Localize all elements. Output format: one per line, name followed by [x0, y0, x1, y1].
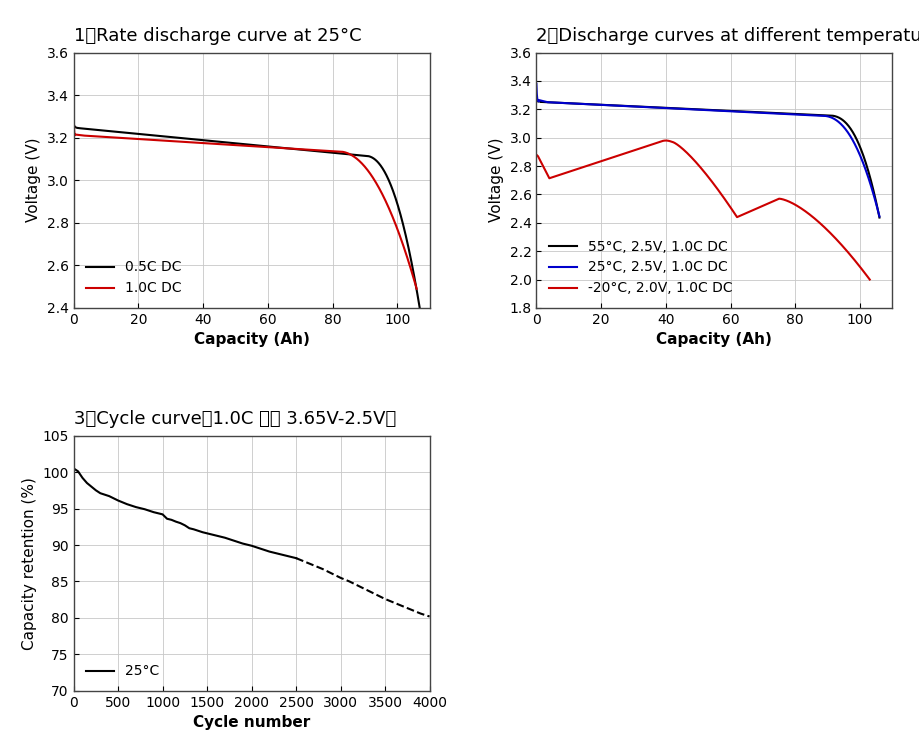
-20°C, 2.0V, 1.0C DC: [723, 201, 734, 210]
0.5C DC: [68, 119, 79, 128]
1.0C DC: [411, 285, 422, 294]
Legend: 55°C, 2.5V, 1.0C DC, 25°C, 2.5V, 1.0C DC, -20°C, 2.0V, 1.0C DC: 55°C, 2.5V, 1.0C DC, 25°C, 2.5V, 1.0C DC…: [543, 234, 737, 301]
55°C, 2.5V, 1.0C DC: [530, 96, 541, 105]
55°C, 2.5V, 1.0C DC: [873, 213, 884, 222]
25°C, 2.5V, 1.0C DC: [873, 212, 884, 221]
1.0C DC: [137, 134, 148, 143]
25°C, 2.5V, 1.0C DC: [554, 98, 565, 107]
1.0C DC: [74, 131, 85, 140]
Legend: 25°C: 25°C: [81, 659, 165, 684]
55°C, 2.5V, 1.0C DC: [815, 110, 826, 119]
1.0C DC: [68, 89, 79, 98]
0.5C DC: [335, 149, 346, 158]
55°C, 2.5V, 1.0C DC: [534, 97, 545, 106]
X-axis label: Capacity (Ah): Capacity (Ah): [656, 333, 771, 347]
1.0C DC: [234, 141, 245, 150]
-20°C, 2.0V, 1.0C DC: [863, 275, 874, 284]
Line: 0.5C DC: 0.5C DC: [74, 124, 419, 309]
1.0C DC: [324, 146, 335, 155]
Legend: 0.5C DC, 1.0C DC: 0.5C DC, 1.0C DC: [81, 255, 187, 301]
Line: -20°C, 2.0V, 1.0C DC: -20°C, 2.0V, 1.0C DC: [536, 140, 868, 279]
25°C, 2.5V, 1.0C DC: [777, 110, 789, 119]
Line: 1.0C DC: 1.0C DC: [74, 93, 416, 289]
25°C, 2.5V, 1.0C DC: [530, 80, 541, 89]
Line: 55°C, 2.5V, 1.0C DC: 55°C, 2.5V, 1.0C DC: [536, 101, 879, 218]
Line: 25°C, 2.5V, 1.0C DC: 25°C, 2.5V, 1.0C DC: [536, 84, 879, 216]
1.0C DC: [330, 146, 341, 155]
0.5C DC: [268, 143, 279, 152]
55°C, 2.5V, 1.0C DC: [847, 129, 858, 138]
Text: 2、Discharge curves at different temperature: 2、Discharge curves at different temperat…: [536, 27, 919, 45]
55°C, 2.5V, 1.0C DC: [853, 140, 864, 149]
25°C, 2.5V, 1.0C DC: [815, 111, 826, 120]
-20°C, 2.0V, 1.0C DC: [703, 173, 714, 182]
-20°C, 2.0V, 1.0C DC: [576, 163, 587, 172]
25°C, 2.5V, 1.0C DC: [679, 104, 690, 113]
Text: 3、Cycle curve（1.0C 充放 3.65V-2.5V）: 3、Cycle curve（1.0C 充放 3.65V-2.5V）: [74, 410, 395, 428]
0.5C DC: [161, 132, 172, 141]
0.5C DC: [375, 161, 386, 170]
-20°C, 2.0V, 1.0C DC: [810, 215, 821, 224]
Text: 1、Rate discharge curve at 25°C: 1、Rate discharge curve at 25°C: [74, 27, 361, 45]
0.5C DC: [362, 152, 373, 161]
-20°C, 2.0V, 1.0C DC: [607, 152, 618, 161]
X-axis label: Capacity (Ah): Capacity (Ah): [194, 333, 309, 347]
-20°C, 2.0V, 1.0C DC: [689, 158, 700, 167]
55°C, 2.5V, 1.0C DC: [828, 112, 839, 121]
0.5C DC: [414, 304, 425, 313]
1.0C DC: [108, 133, 119, 142]
-20°C, 2.0V, 1.0C DC: [660, 136, 671, 145]
Y-axis label: Voltage (V): Voltage (V): [488, 138, 504, 222]
25°C, 2.5V, 1.0C DC: [742, 107, 753, 116]
55°C, 2.5V, 1.0C DC: [769, 108, 780, 117]
0.5C DC: [359, 151, 370, 160]
X-axis label: Cycle number: Cycle number: [193, 716, 310, 730]
Y-axis label: Voltage (V): Voltage (V): [26, 138, 41, 222]
25°C, 2.5V, 1.0C DC: [590, 100, 601, 109]
-20°C, 2.0V, 1.0C DC: [530, 150, 541, 159]
Y-axis label: Capacity retention (%): Capacity retention (%): [22, 477, 37, 650]
